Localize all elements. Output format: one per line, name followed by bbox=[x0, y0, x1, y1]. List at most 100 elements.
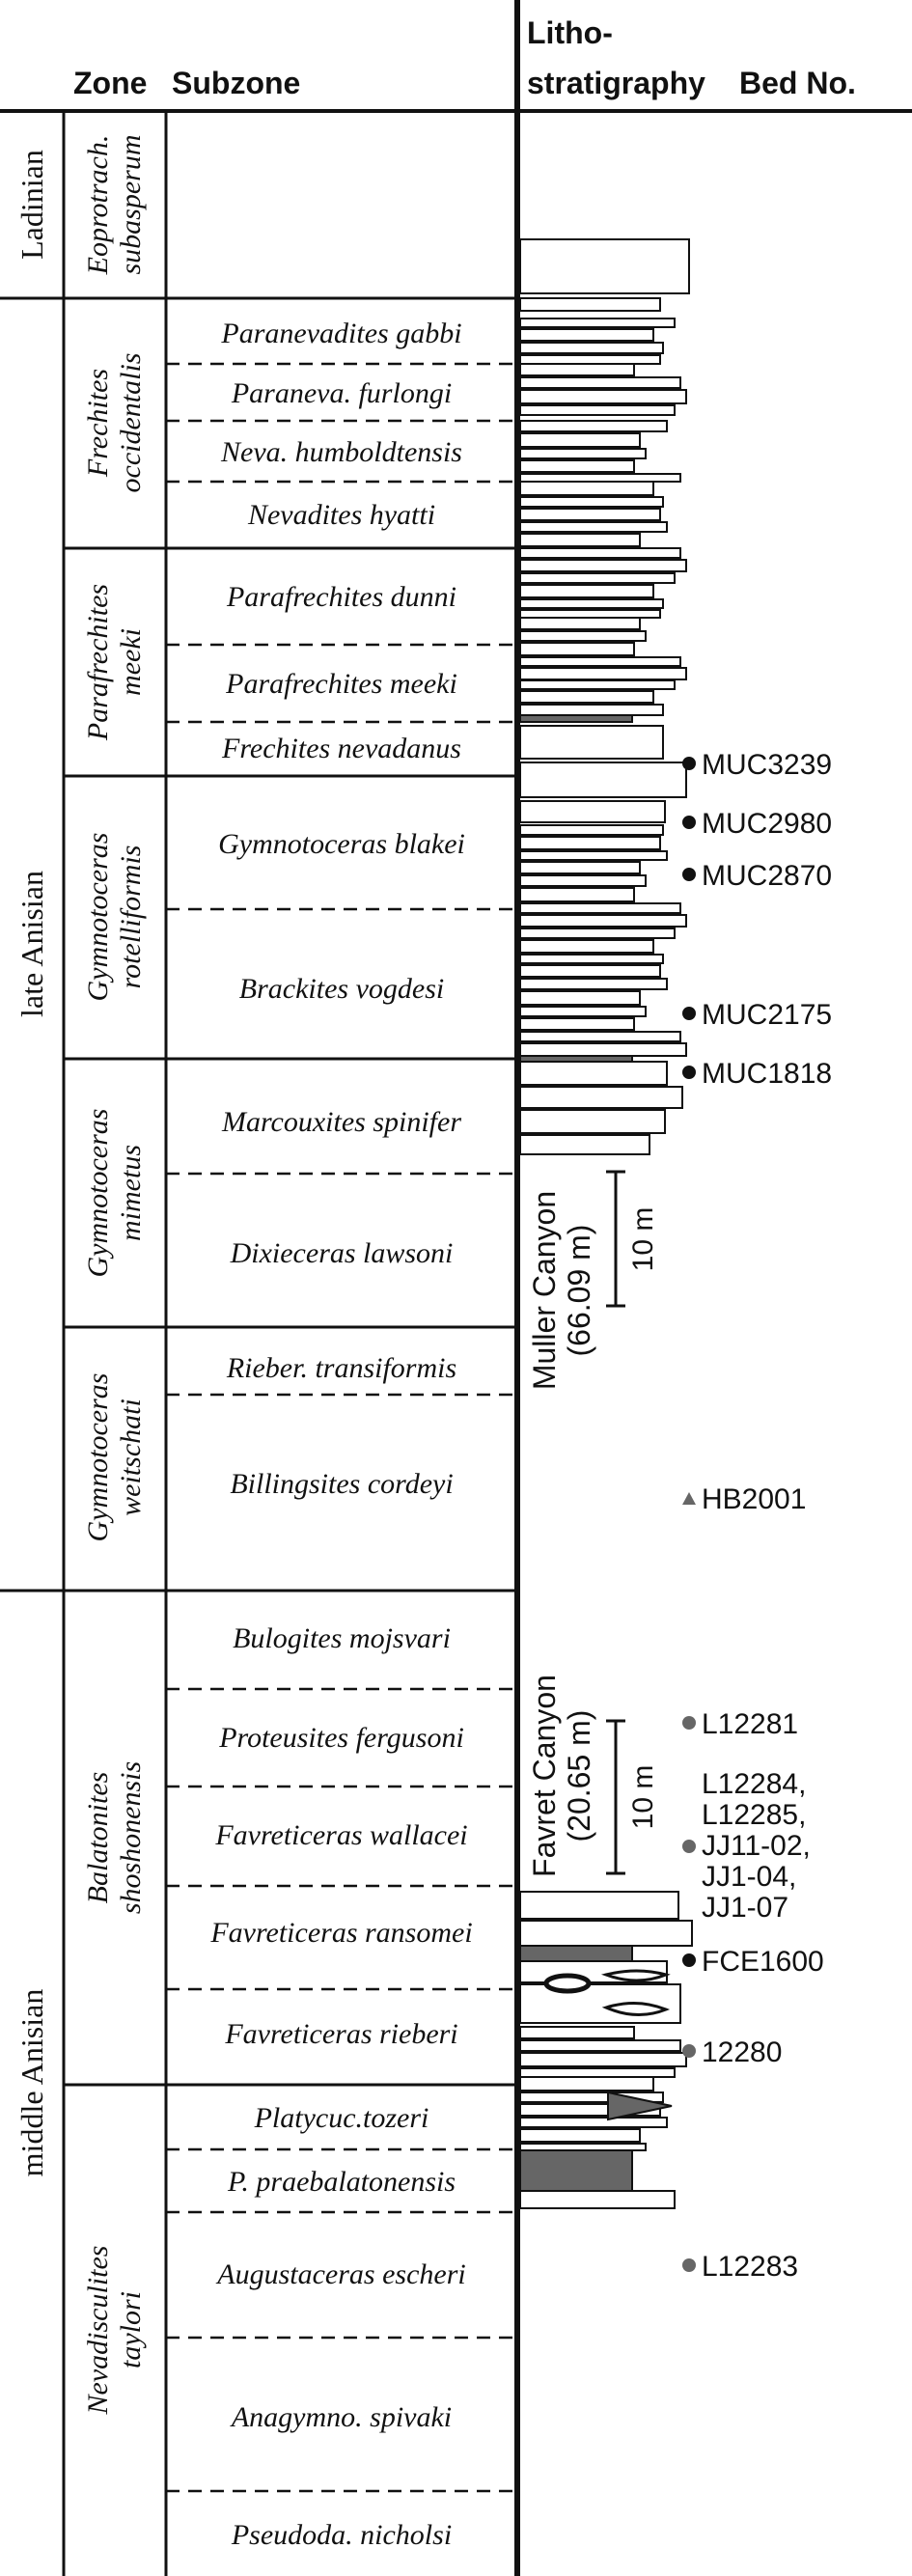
limestone-bed bbox=[519, 954, 664, 964]
subzone-label: Favreticeras ransomei bbox=[209, 1917, 472, 1949]
svg-text:Gymnotoceras: Gymnotoceras bbox=[82, 1109, 114, 1278]
svg-text:FCE1600: FCE1600 bbox=[702, 1946, 824, 1978]
limestone-bed bbox=[519, 1006, 647, 1017]
circle-marker-icon bbox=[682, 1840, 696, 1853]
svg-text:Balatonites: Balatonites bbox=[82, 1772, 114, 1904]
limestone-bed bbox=[519, 508, 661, 521]
sample-group-l12284: L12284, L12285, JJ11-02, JJ1-04, JJ1-07 bbox=[682, 1768, 811, 1924]
lens-icon bbox=[601, 2001, 671, 2017]
limestone-bed bbox=[519, 318, 676, 328]
limestone-bed bbox=[519, 1983, 681, 2024]
limestone-bed bbox=[519, 2076, 654, 2091]
stage-labels: Ladinian late Anisian middle Anisian bbox=[14, 150, 49, 2176]
limestone-bed bbox=[519, 642, 635, 656]
subzone-boundaries bbox=[166, 362, 517, 2493]
limestone-bed bbox=[519, 690, 654, 704]
limestone-bed bbox=[519, 354, 661, 365]
zone-label-eoprotrach: Eoprotrach. subasperum bbox=[82, 134, 147, 275]
limestone-bed bbox=[519, 836, 661, 850]
limestone-bed bbox=[519, 978, 668, 990]
limestone-bed bbox=[519, 572, 676, 584]
subzone-label: Favreticeras wallacei bbox=[214, 1819, 467, 1851]
limestone-bed bbox=[519, 448, 647, 459]
subzone-label: Marcouxites spinifer bbox=[221, 1106, 461, 1138]
svg-text:mimetus: mimetus bbox=[115, 1145, 147, 1241]
svg-text:shoshonensis: shoshonensis bbox=[115, 1761, 147, 1914]
wedge-icon bbox=[607, 2091, 673, 2121]
circle-marker-icon bbox=[682, 1066, 696, 1079]
svg-text:JJ11-02,: JJ11-02, bbox=[702, 1830, 811, 1862]
header-litho-line1: Litho- bbox=[527, 15, 613, 50]
sample-muc2175: MUC2175 bbox=[682, 999, 832, 1031]
limestone-bed bbox=[519, 2143, 647, 2151]
limestone-bed bbox=[519, 1086, 683, 1109]
limestone-bed bbox=[519, 824, 664, 836]
svg-text:Eoprotrach.: Eoprotrach. bbox=[82, 135, 114, 276]
svg-text:meeki: meeki bbox=[115, 628, 147, 696]
zone-label-gymno-rotelliformis: Gymnotoceras rotelliformis bbox=[82, 833, 147, 1002]
limestone-bed bbox=[519, 762, 687, 798]
svg-text:(66.09 m): (66.09 m) bbox=[562, 1225, 596, 1357]
subzone-label: P. praebalatonensis bbox=[227, 2166, 456, 2198]
subzone-label: Billingsites cordeyi bbox=[230, 1468, 453, 1500]
svg-text:L12283: L12283 bbox=[702, 2251, 798, 2283]
limestone-bed bbox=[519, 1061, 668, 1086]
limestone-bed bbox=[519, 473, 681, 483]
limestone-bed bbox=[519, 861, 641, 874]
svg-text:occidentalis: occidentalis bbox=[115, 353, 147, 493]
subzone-label: Frechites nevadanus bbox=[221, 733, 461, 764]
header-litho-line2: stratigraphy bbox=[527, 66, 705, 100]
subzone-label: Anagymno. spivaki bbox=[230, 2401, 452, 2433]
scale-bar-label: 10 m bbox=[627, 1765, 659, 1830]
stage-label-ladinian: Ladinian bbox=[14, 150, 49, 260]
limestone-bed bbox=[519, 667, 687, 680]
sample-fce1600: FCE1600 bbox=[682, 1946, 824, 1978]
svg-text:HB2001: HB2001 bbox=[702, 1483, 806, 1515]
zone-label-nevadisculites: Nevadisculites taylori bbox=[82, 2246, 147, 2416]
limestone-bed bbox=[519, 297, 661, 312]
limestone-bed bbox=[519, 459, 635, 473]
header-bed-no: Bed No. bbox=[739, 66, 856, 100]
limestone-bed bbox=[519, 559, 687, 572]
svg-text:Parafrechites: Parafrechites bbox=[82, 584, 114, 741]
subzone-label: Brackites vogdesi bbox=[239, 973, 444, 1005]
svg-text:L12281: L12281 bbox=[702, 1708, 798, 1740]
limestone-bed bbox=[519, 376, 681, 389]
svg-text:MUC2980: MUC2980 bbox=[702, 808, 832, 840]
circle-marker-icon bbox=[682, 1007, 696, 1020]
limestone-bed bbox=[519, 902, 681, 914]
svg-text:Frechites: Frechites bbox=[82, 369, 114, 478]
subzone-label: Paranevadites gabbi bbox=[220, 318, 461, 349]
svg-text:weitschati: weitschati bbox=[115, 1399, 147, 1516]
limestone-bed bbox=[519, 1134, 650, 1155]
svg-text:MUC1818: MUC1818 bbox=[702, 1058, 832, 1090]
subzone-label: Dixieceras lawsoni bbox=[230, 1237, 454, 1269]
svg-text:Nevadisculites: Nevadisculites bbox=[82, 2246, 114, 2416]
limestone-bed bbox=[519, 1042, 687, 1057]
limestone-bed bbox=[519, 928, 676, 939]
limestone-bed bbox=[519, 679, 676, 690]
limestone-bed bbox=[519, 617, 641, 630]
limestone-bed bbox=[519, 990, 641, 1006]
nodule-icon bbox=[543, 1973, 592, 1994]
limestone-bed bbox=[519, 2026, 635, 2039]
limestone-bed bbox=[519, 584, 654, 598]
circle-marker-icon bbox=[682, 1953, 696, 1967]
lens-icon bbox=[600, 1969, 671, 1982]
subzone-label: Parafrechites meeki bbox=[225, 668, 457, 700]
svg-text:MUC3239: MUC3239 bbox=[702, 749, 832, 781]
scale-bar-muller: 10 m bbox=[606, 1170, 659, 1308]
sample-muc2870: MUC2870 bbox=[682, 860, 832, 892]
shale-interval bbox=[519, 1945, 633, 1962]
limestone-bed bbox=[519, 547, 681, 559]
triangle-marker-icon bbox=[682, 1492, 696, 1505]
limestone-bed bbox=[519, 2091, 664, 2103]
limestone-bed bbox=[519, 800, 666, 823]
svg-text:MUC2870: MUC2870 bbox=[702, 860, 832, 892]
sample-l12281: L12281 bbox=[682, 1708, 798, 1740]
subzone-label: Pseudoda. nicholsi bbox=[231, 2519, 452, 2551]
limestone-bed bbox=[519, 2128, 641, 2143]
shale-interval bbox=[519, 2149, 633, 2192]
svg-text:Gymnotoceras: Gymnotoceras bbox=[82, 1373, 114, 1542]
